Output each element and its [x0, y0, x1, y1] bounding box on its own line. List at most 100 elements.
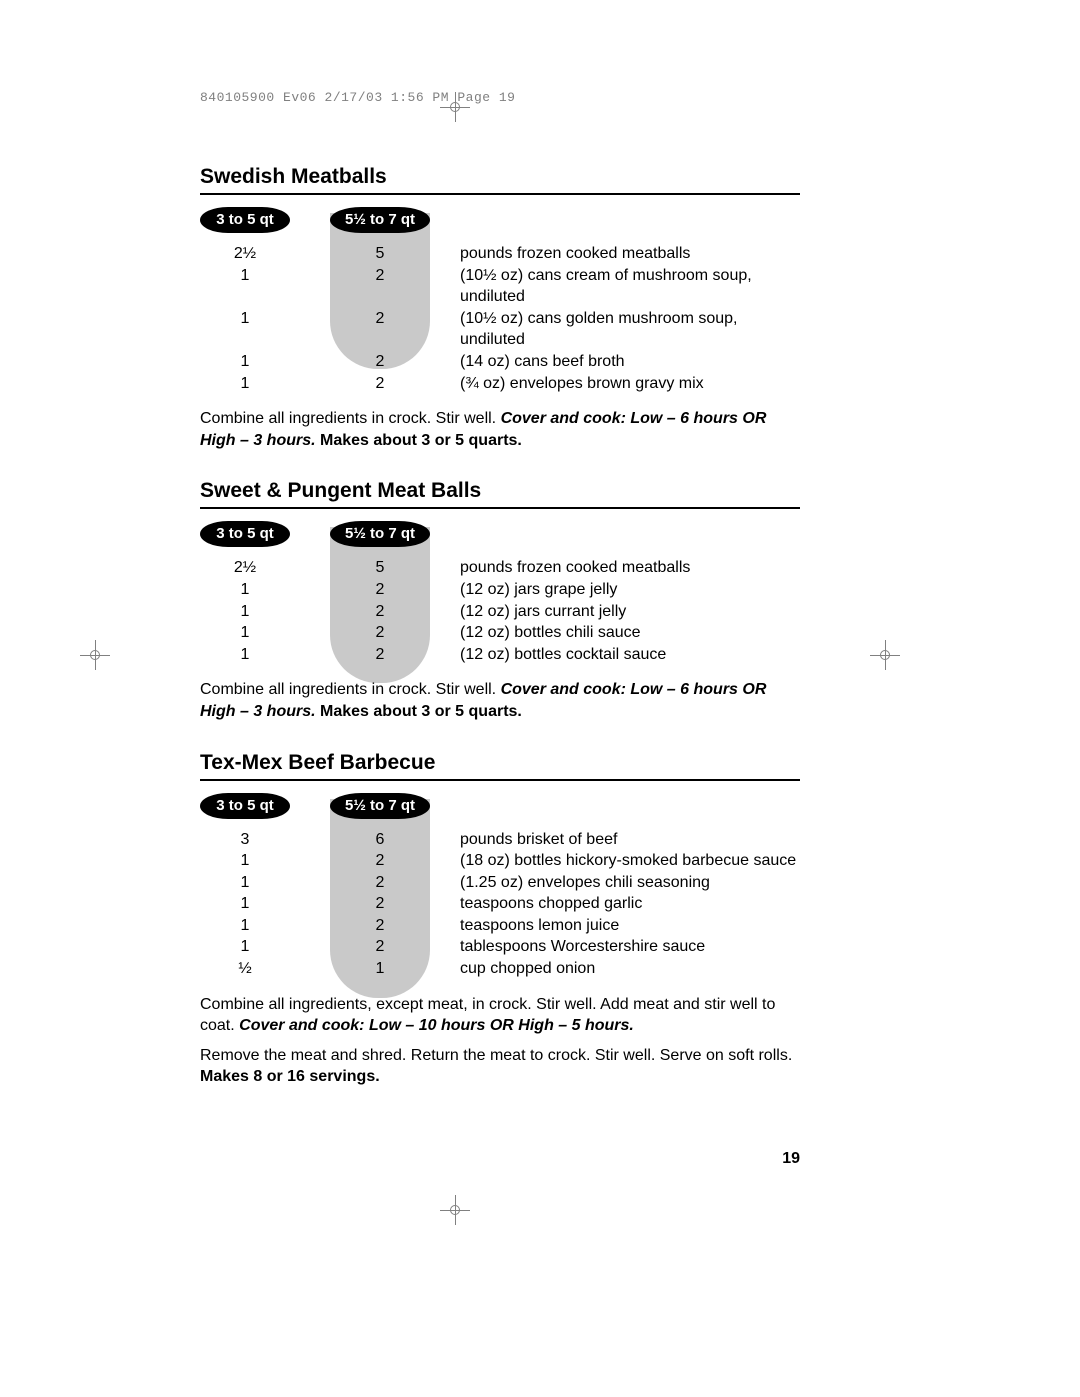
amount-large: 6 [330, 829, 430, 851]
instruction-paragraph: Combine all ingredients, except meat, in… [200, 994, 800, 1037]
ingredient-desc: teaspoons chopped garlic [460, 893, 800, 915]
ingredient-row: 1 2 (1.25 oz) envelopes chili seasoning [200, 872, 800, 894]
page-number: 19 [782, 1150, 800, 1168]
recipe: Swedish Meatballs 3 to 5 qt 5½ to 7 qt 2½ 5 p… [200, 165, 800, 451]
amount-small: 2½ [200, 243, 290, 265]
size-tab-large: 5½ to 7 qt [330, 793, 430, 819]
amount-small: 1 [200, 373, 290, 395]
amount-large: 5 [330, 557, 430, 579]
ingredients-block: 2½5pounds frozen cooked meatballs12(12 o… [200, 557, 800, 665]
ingredient-row: 12(10½ oz) cans golden mushroom soup, un… [200, 308, 800, 351]
ingredient-row: 1 2 (12 oz) jars grape jelly [200, 579, 800, 601]
amount-small: 1 [200, 601, 290, 623]
amount-large: 2 [330, 644, 430, 666]
amount-small: 2½ [200, 557, 290, 579]
rule [200, 507, 800, 509]
ingredient-desc: (12 oz) jars grape jelly [460, 579, 800, 601]
registration-mark-bottom [440, 1195, 470, 1225]
size-tabs: 3 to 5 qt 5½ to 7 qt [200, 207, 800, 237]
instructions: Combine all ingredients in crock. Stir w… [200, 679, 800, 722]
ingredients-block: 36pounds brisket of beef12(18 oz) bottle… [200, 829, 800, 980]
amount-large: 2 [330, 872, 430, 894]
size-tab-small: 3 to 5 qt [200, 521, 290, 547]
ingredient-desc: cup chopped onion [460, 958, 800, 980]
ingredient-row: 2½ 5 pounds frozen cooked meatballs [200, 243, 800, 265]
recipe: Sweet & Pungent Meat Balls 3 to 5 qt 5½ to… [200, 479, 800, 722]
instruction-paragraph: Combine all ingredients in crock. Stir w… [200, 408, 800, 451]
instruction-paragraph: Combine all ingredients in crock. Stir w… [200, 679, 800, 722]
amount-large: 2 [330, 579, 430, 601]
ingredient-row: 1 2 teaspoons chopped garlic [200, 893, 800, 915]
ingredient-row: 1 2 tablespoons Worcestershire sauce [200, 936, 800, 958]
ingredient-row: 1 2 (12 oz) jars currant jelly [200, 601, 800, 623]
amount-small: ½ [200, 958, 290, 980]
ingredient-desc: (12 oz) jars currant jelly [460, 601, 800, 623]
registration-mark-right [870, 640, 900, 670]
instruction-paragraph: Remove the meat and shred. Return the me… [200, 1045, 800, 1088]
ingredient-desc: (12 oz) bottles cocktail sauce [460, 644, 800, 666]
ingredient-row: 2½5pounds frozen cooked meatballs [200, 557, 800, 579]
recipe-title: Swedish Meatballs [200, 165, 800, 189]
ingredient-desc: teaspoons lemon juice [460, 915, 800, 937]
ingredient-desc: (10½ oz) cans golden mushroom soup, undi… [460, 308, 800, 351]
ingredient-desc: (12 oz) bottles chili sauce [460, 622, 800, 644]
instructions: Combine all ingredients, except meat, in… [200, 994, 800, 1088]
amount-large: 2 [330, 308, 430, 351]
ingredient-desc: pounds frozen cooked meatballs [460, 243, 800, 265]
amount-small: 1 [200, 579, 290, 601]
amount-small: 1 [200, 351, 290, 373]
rule [200, 779, 800, 781]
size-tabs: 3 to 5 qt5½ to 7 qt [200, 793, 800, 823]
amount-large: 2 [330, 936, 430, 958]
page-content: 840105900 Ev06 2/17/03 1:56 PM Page 19 S… [200, 90, 800, 1116]
amount-small: 1 [200, 872, 290, 894]
amount-small: 1 [200, 893, 290, 915]
rule [200, 193, 800, 195]
ingredient-row: 1 2 teaspoons lemon juice [200, 915, 800, 937]
instructions: Combine all ingredients in crock. Stir w… [200, 408, 800, 451]
amount-large: 1 [330, 958, 430, 980]
instr-text: Combine all ingredients in crock. Stir w… [200, 410, 501, 427]
ingredient-row: 12(18 oz) bottles hickory-smoked barbecu… [200, 850, 800, 872]
amount-large: 5 [330, 243, 430, 265]
ingredient-desc: (10½ oz) cans cream of mushroom soup, un… [460, 265, 800, 308]
ingredient-row: ½ 1 cup chopped onion [200, 958, 800, 980]
amount-small: 1 [200, 265, 290, 308]
ingredient-row: 3 6 pounds brisket of beef [200, 829, 800, 851]
ingredient-desc: (1.25 oz) envelopes chili seasoning [460, 872, 800, 894]
size-tab-large: 5½ to 7 qt [330, 207, 430, 233]
instr-text: Combine all ingredients in crock. Stir w… [200, 681, 501, 698]
ingredient-desc: (18 oz) bottles hickory-smoked barbecue … [460, 850, 800, 872]
amount-small: 1 [200, 936, 290, 958]
amount-large: 2 [330, 373, 430, 395]
ingredients-block: 2½5pounds frozen cooked meatballs12(10½ … [200, 243, 800, 394]
recipe-title: Tex-Mex Beef Barbecue [200, 751, 800, 775]
amount-small: 1 [200, 915, 290, 937]
print-header: 840105900 Ev06 2/17/03 1:56 PM Page 19 [200, 90, 800, 105]
ingredient-desc: (¾ oz) envelopes brown gravy mix [460, 373, 800, 395]
amount-large: 2 [330, 351, 430, 373]
ingredient-row: 1 2 (12 oz) bottles cocktail sauce [200, 644, 800, 666]
ingredient-row: 1 2 (12 oz) bottles chili sauce [200, 622, 800, 644]
ingredient-row: 1 2 (¾ oz) envelopes brown gravy mix [200, 373, 800, 395]
instr-text: Remove the meat and shred. Return the me… [200, 1047, 792, 1064]
ingredient-desc: pounds brisket of beef [460, 829, 800, 851]
instr-yield: Makes about 3 or 5 quarts. [316, 703, 522, 720]
amount-small: 1 [200, 644, 290, 666]
size-tab-small: 3 to 5 qt [200, 207, 290, 233]
amount-small: 3 [200, 829, 290, 851]
amount-large: 2 [330, 622, 430, 644]
instr-yield: Makes 8 or 16 servings. [200, 1068, 380, 1085]
amount-small: 1 [200, 622, 290, 644]
instr-cook-time: Cover and cook: Low – 10 hours OR High –… [239, 1017, 634, 1034]
amount-large: 2 [330, 893, 430, 915]
size-tabs: 3 to 5 qt 5½ to 7 qt [200, 521, 800, 551]
amount-large: 2 [330, 915, 430, 937]
amount-large: 2 [330, 265, 430, 308]
recipe-title: Sweet & Pungent Meat Balls [200, 479, 800, 503]
amount-large: 2 [330, 601, 430, 623]
amount-large: 2 [330, 850, 430, 872]
ingredient-desc: (14 oz) cans beef broth [460, 351, 800, 373]
ingredient-desc: tablespoons Worcestershire sauce [460, 936, 800, 958]
size-tab-large: 5½ to 7 qt [330, 521, 430, 547]
